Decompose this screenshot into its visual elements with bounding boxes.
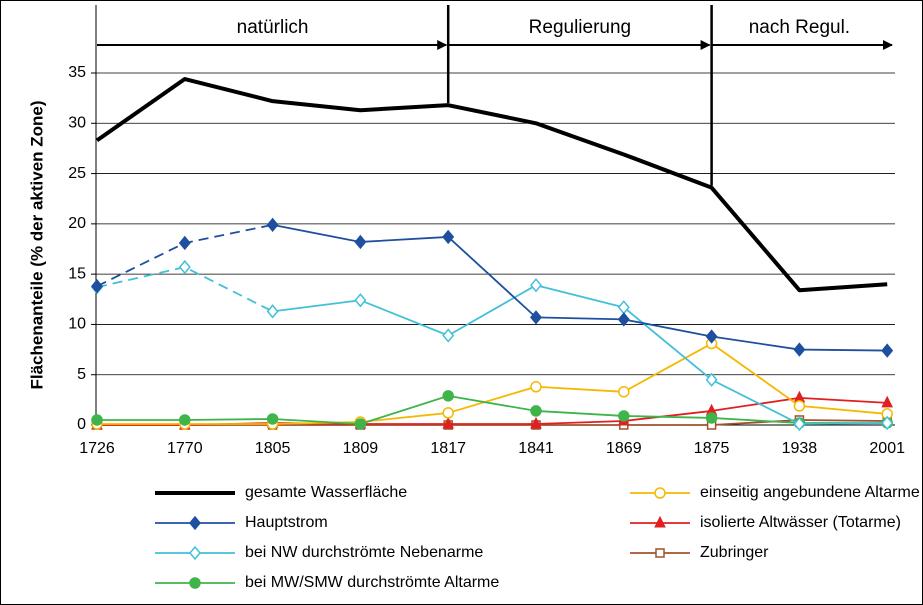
marker <box>266 304 279 319</box>
y-tick-label: 35 <box>68 64 86 81</box>
series <box>91 259 894 432</box>
marker <box>881 415 894 431</box>
marker <box>881 395 894 408</box>
marker <box>189 577 201 589</box>
x-tick-label: 1841 <box>518 440 554 457</box>
marker <box>179 414 191 426</box>
x-tick-label: 1805 <box>255 440 291 457</box>
x-tick-label: 2001 <box>869 440 905 457</box>
series-line <box>97 394 888 425</box>
marker <box>442 328 455 343</box>
marker <box>705 412 718 424</box>
marker <box>654 515 666 528</box>
marker <box>530 278 542 293</box>
legend-label: Hauptstrom <box>245 514 328 531</box>
series <box>95 77 888 293</box>
y-tick-label: 15 <box>68 265 86 282</box>
marker <box>705 329 718 344</box>
legend-label: isolierte Altwässer (Totarme) <box>700 514 901 531</box>
marker <box>618 410 630 422</box>
marker <box>354 293 367 308</box>
marker <box>530 416 542 429</box>
marker <box>91 279 103 294</box>
marker <box>354 418 367 430</box>
marker <box>442 390 454 402</box>
marker <box>178 235 191 251</box>
period-label: Regulierung <box>529 17 631 38</box>
x-tick-label: 1726 <box>79 440 115 457</box>
marker <box>530 405 542 417</box>
x-tick-label: 1770 <box>167 440 203 457</box>
series <box>91 217 894 358</box>
y-tick-label: 20 <box>68 215 86 232</box>
x-tick-label: 1809 <box>343 440 379 457</box>
marker <box>442 229 455 245</box>
series-line <box>272 223 888 352</box>
period-label: natürlich <box>237 17 309 38</box>
legend-label: bei NW durchströmte Nebenarme <box>245 544 483 561</box>
marker <box>654 487 666 499</box>
marker <box>793 416 806 432</box>
marker <box>617 312 630 327</box>
x-tick-label: 1869 <box>606 440 642 457</box>
marker <box>881 343 894 358</box>
x-tick-label: 1875 <box>694 440 730 457</box>
series-line <box>272 284 888 425</box>
x-tick-label: 1817 <box>430 440 466 457</box>
marker <box>655 548 665 558</box>
marker <box>266 217 279 233</box>
marker <box>266 413 279 425</box>
marker <box>618 386 630 398</box>
x-tick-label: 1938 <box>782 440 818 457</box>
marker <box>189 515 201 531</box>
marker <box>442 407 454 419</box>
marker <box>705 372 718 387</box>
legend-label: Zubringer <box>700 544 769 561</box>
marker <box>442 416 455 429</box>
series-line <box>97 419 888 426</box>
period-label: nach Regul. <box>749 17 850 38</box>
series-line <box>95 77 888 293</box>
marker <box>354 234 367 250</box>
y-axis-label: Flächenanteile (% der aktiven Zone) <box>27 100 46 389</box>
series-line <box>97 342 888 425</box>
marker <box>530 381 542 393</box>
marker <box>793 400 806 412</box>
y-tick-label: 5 <box>77 366 86 383</box>
legend-label: einseitig angebundene Altarme <box>700 484 920 501</box>
marker <box>793 342 806 357</box>
legend-label: bei MW/SMW durchströmte Altarme <box>245 574 499 591</box>
y-tick-label: 30 <box>68 115 86 132</box>
y-tick-label: 25 <box>68 165 86 182</box>
y-tick-label: 0 <box>77 416 86 433</box>
y-tick-label: 10 <box>68 316 86 333</box>
marker <box>178 259 191 275</box>
marker <box>91 414 103 426</box>
marker <box>530 310 542 325</box>
legend-label: gesamte Wasserfläche <box>245 484 407 501</box>
marker <box>189 545 201 561</box>
